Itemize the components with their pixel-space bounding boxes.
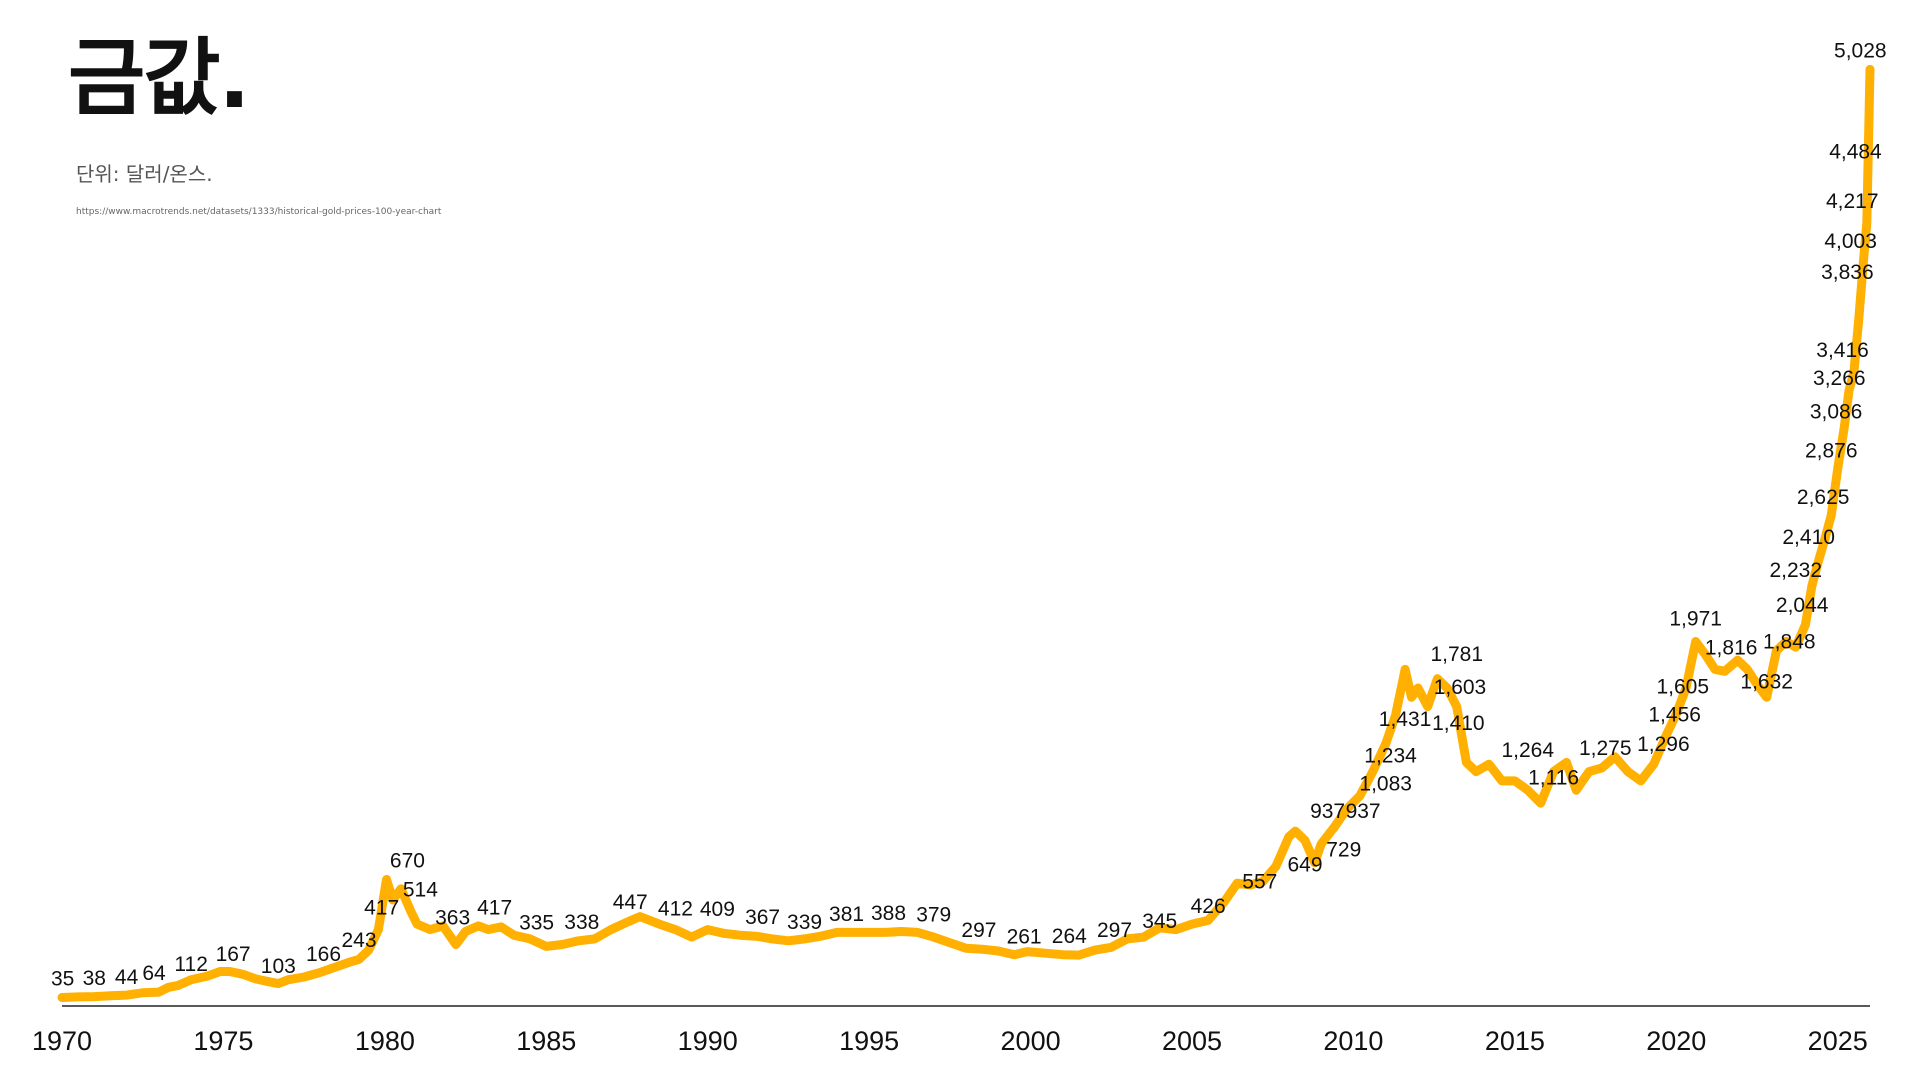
data-label: 417 [364, 896, 399, 919]
data-label: 1,431 [1379, 708, 1432, 731]
x-tick-label: 2020 [1646, 1026, 1706, 1056]
data-label: 264 [1052, 925, 1087, 948]
data-label: 649 [1287, 853, 1322, 876]
chart-title: 금값. [68, 29, 250, 127]
data-label: 1,116 [1528, 767, 1579, 790]
price-line-layer [57, 64, 1875, 1002]
data-label: 1,456 [1648, 703, 1701, 726]
data-label: 4,003 [1824, 230, 1877, 253]
data-label: 937 [1310, 800, 1345, 823]
data-label: 388 [871, 902, 906, 925]
data-label: 38 [83, 967, 106, 990]
data-label: 409 [700, 898, 735, 921]
data-label: 44 [115, 966, 139, 989]
data-label: 1,410 [1432, 712, 1485, 735]
data-label: 243 [342, 929, 377, 952]
data-label: 3,836 [1821, 261, 1874, 284]
data-label: 417 [477, 896, 512, 919]
data-label: 1,264 [1501, 739, 1554, 762]
data-label: 166 [306, 943, 341, 966]
data-label: 367 [745, 906, 780, 929]
source-url: https://www.macrotrends.net/datasets/133… [76, 207, 442, 217]
data-label: 426 [1191, 895, 1226, 918]
x-tick-label: 1975 [193, 1026, 253, 1056]
data-label: 2,044 [1776, 594, 1829, 617]
data-label: 3,266 [1813, 367, 1866, 390]
data-label: 4,484 [1829, 141, 1882, 164]
x-tick-label: 2010 [1323, 1026, 1383, 1056]
x-tick-label: 2005 [1162, 1026, 1222, 1056]
data-label: 412 [658, 897, 693, 920]
data-label: 261 [1007, 925, 1042, 948]
data-label: 363 [435, 907, 470, 930]
x-tick-label: 2015 [1485, 1026, 1545, 1056]
chart-subtitle: 단위: 달러/온스. [76, 162, 213, 186]
data-label: 1,781 [1430, 643, 1483, 666]
data-label: 1,083 [1359, 773, 1412, 796]
x-tick-label: 1990 [678, 1026, 738, 1056]
data-label: 1,971 [1669, 608, 1722, 631]
data-label: 1,632 [1740, 671, 1793, 694]
x-axis: 1970 1975 1980 1985 1990 1995 2000 2005 2010 2015… [32, 1005, 1870, 1056]
data-label: 1,296 [1637, 733, 1690, 756]
x-tick-label: 1970 [32, 1026, 92, 1056]
data-label: 447 [613, 891, 648, 914]
data-label: 1,848 [1763, 630, 1816, 653]
data-label: 937 [1346, 800, 1381, 823]
x-tick-label: 1980 [355, 1026, 415, 1056]
data-label: 557 [1242, 870, 1277, 893]
data-label: 297 [1097, 919, 1132, 942]
gold-price-line [57, 64, 1875, 1002]
data-label: 35 [51, 967, 74, 990]
data-label: 4,217 [1826, 190, 1879, 213]
data-label: 112 [174, 953, 207, 976]
x-tick-label: 1995 [839, 1026, 899, 1056]
data-label: 379 [916, 904, 951, 927]
data-label: 670 [390, 849, 425, 872]
data-label: 167 [216, 943, 251, 966]
data-label: 2,876 [1805, 439, 1858, 462]
data-label: 2,410 [1782, 526, 1835, 549]
data-label: 3,086 [1810, 400, 1863, 423]
data-label: 2,625 [1797, 486, 1850, 509]
data-label: 335 [519, 912, 554, 935]
data-label: 5,028 [1834, 39, 1887, 62]
data-label: 2,232 [1769, 559, 1822, 582]
data-label: 339 [787, 911, 822, 934]
data-label: 64 [142, 962, 166, 985]
data-label: 1,234 [1364, 745, 1417, 768]
data-label: 3,416 [1816, 339, 1869, 362]
data-label: 1,275 [1579, 737, 1632, 760]
data-label: 1,605 [1656, 676, 1709, 699]
x-tick-label: 2000 [1001, 1026, 1061, 1056]
data-label: 297 [961, 919, 996, 942]
x-tick-label: 2025 [1808, 1026, 1868, 1056]
data-label: 103 [261, 955, 296, 978]
x-tick-label: 1985 [516, 1026, 576, 1056]
data-label: 729 [1326, 838, 1361, 861]
data-label: 381 [829, 903, 864, 926]
data-label: 345 [1142, 910, 1177, 933]
data-label: 514 [403, 878, 438, 901]
data-label: 1,816 [1705, 636, 1758, 659]
data-label: 1,603 [1434, 676, 1487, 699]
data-label: 338 [564, 911, 599, 934]
